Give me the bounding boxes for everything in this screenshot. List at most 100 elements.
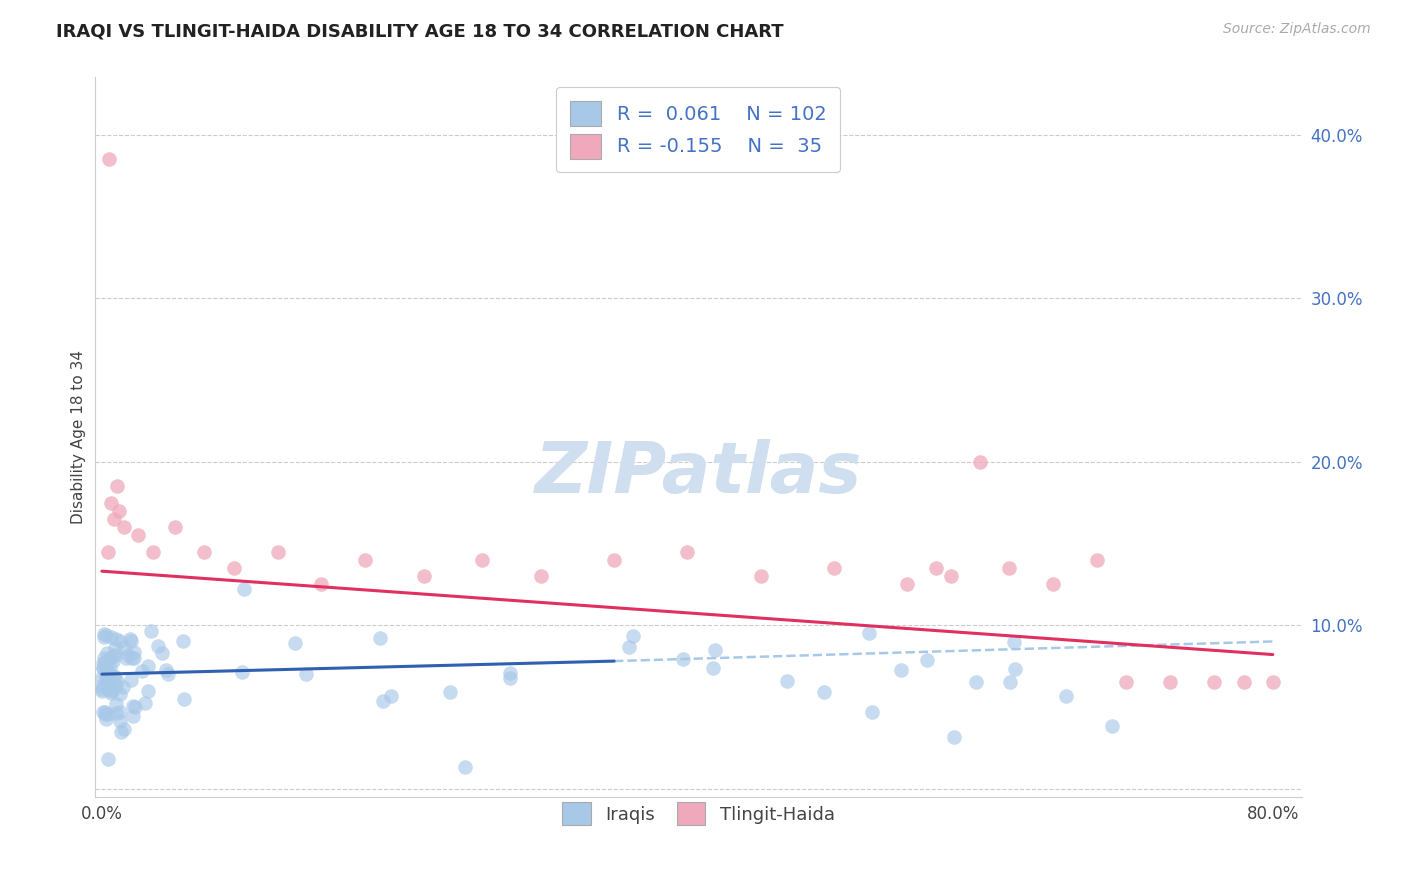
Point [749,569,772,583]
Point [104,648,127,662]
Point [93,706,115,720]
Point [925,561,948,575]
Point [93,627,115,641]
Point [1004,662,1026,676]
Point [530,569,553,583]
Point [138,684,160,698]
Point [96,675,118,690]
Point [222,561,245,575]
Point [284,636,307,650]
Point [1261,675,1284,690]
Point [91,683,114,698]
Point [152,646,174,660]
Point [100,686,122,700]
Point [108,634,131,648]
Point [108,705,131,719]
Point [97,544,120,558]
Point [134,696,156,710]
Point [103,668,125,682]
Point [702,661,724,675]
Point [354,552,377,566]
Point [105,632,128,646]
Point [93,650,115,665]
Point [371,694,394,708]
Point [97,681,120,696]
Point [98,651,121,665]
Point [412,569,434,583]
Point [1159,675,1181,690]
Point [97,665,120,680]
Point [676,544,699,558]
Point [120,632,142,646]
Point [380,689,402,703]
Point [96,679,118,693]
Point [860,705,883,719]
Point [91,681,114,696]
Point [93,630,115,644]
Text: Source: ZipAtlas.com: Source: ZipAtlas.com [1223,22,1371,37]
Point [112,680,135,694]
Point [193,544,215,558]
Point [232,582,254,596]
Point [96,646,118,660]
Point [1054,690,1077,704]
Text: ZIPatlas: ZIPatlas [534,439,862,508]
Point [311,577,333,591]
Point [1085,552,1108,566]
Point [155,663,177,677]
Point [122,650,145,665]
Point [266,544,288,558]
Point [617,640,640,654]
Point [939,569,962,583]
Point [146,639,169,653]
Point [121,651,143,665]
Point [136,659,159,673]
Point [122,645,145,659]
Point [94,706,117,721]
Point [173,692,195,706]
Point [105,479,128,493]
Point [156,667,179,681]
Point [813,684,835,698]
Point [105,706,128,720]
Point [91,661,114,675]
Point [858,625,880,640]
Point [621,629,644,643]
Point [94,672,117,686]
Point [94,666,117,681]
Point [439,685,461,699]
Point [112,641,135,656]
Point [98,152,121,166]
Point [1002,635,1025,649]
Point [499,671,522,685]
Point [91,656,114,670]
Point [112,520,135,534]
Point [103,670,125,684]
Point [101,654,124,668]
Point [124,700,146,714]
Point [104,697,127,711]
Y-axis label: Disability Age 18 to 34: Disability Age 18 to 34 [72,351,86,524]
Point [91,679,114,693]
Point [96,628,118,642]
Point [121,708,143,723]
Point [231,665,253,680]
Point [121,698,143,713]
Point [94,656,117,670]
Point [294,667,316,681]
Point [97,752,120,766]
Point [942,730,965,744]
Point [108,687,131,701]
Legend: Iraqis, Tlingit-Haida: Iraqis, Tlingit-Haida [553,793,844,835]
Point [104,641,127,656]
Point [672,652,695,666]
Point [103,648,125,663]
Point [454,760,477,774]
Point [368,631,391,645]
Point [1115,675,1137,690]
Point [91,661,114,675]
Point [1232,675,1254,690]
Point [1101,719,1123,733]
Point [120,634,142,648]
Point [103,512,125,526]
